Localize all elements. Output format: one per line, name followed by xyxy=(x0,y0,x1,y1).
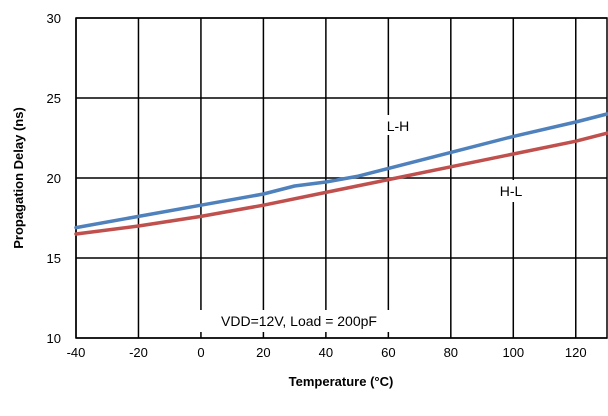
y-tick-labels: 10 15 20 25 30 xyxy=(47,11,61,346)
x-tick-label: -20 xyxy=(129,345,148,360)
x-tick-label: 0 xyxy=(197,345,204,360)
series-label-hl: H-L xyxy=(500,183,523,199)
plot-border xyxy=(75,17,608,339)
x-tick-labels: -40 -20 0 20 40 60 80 100 120 xyxy=(67,345,587,360)
x-tick-label: 100 xyxy=(502,345,524,360)
condition-annotation: VDD=12V, Load = 200pF xyxy=(221,313,377,329)
x-tick-label: 60 xyxy=(381,345,395,360)
x-axis-title: Temperature (°C) xyxy=(289,374,394,389)
label-bg-hl xyxy=(494,180,554,202)
y-tick-label: 20 xyxy=(47,171,61,186)
x-tick-label: 20 xyxy=(256,345,270,360)
label-bg-lh xyxy=(378,115,418,135)
y-axis-title: Propagation Delay (ns) xyxy=(11,107,26,249)
y-tick-label: 10 xyxy=(47,331,61,346)
x-tick-label: 120 xyxy=(565,345,587,360)
y-tick-label: 25 xyxy=(47,91,61,106)
series-lines xyxy=(74,112,608,236)
x-tick-label: 40 xyxy=(319,345,333,360)
series-line-h-l xyxy=(74,131,608,236)
plot-frame xyxy=(75,17,608,339)
y-tick-label: 30 xyxy=(47,11,61,26)
label-bg-condition xyxy=(196,310,404,332)
series-line-l-h xyxy=(74,112,608,230)
x-tick-label: 80 xyxy=(444,345,458,360)
y-tick-label: 15 xyxy=(47,251,61,266)
x-tick-label: -40 xyxy=(67,345,86,360)
series-label-lh: L-H xyxy=(387,118,410,134)
